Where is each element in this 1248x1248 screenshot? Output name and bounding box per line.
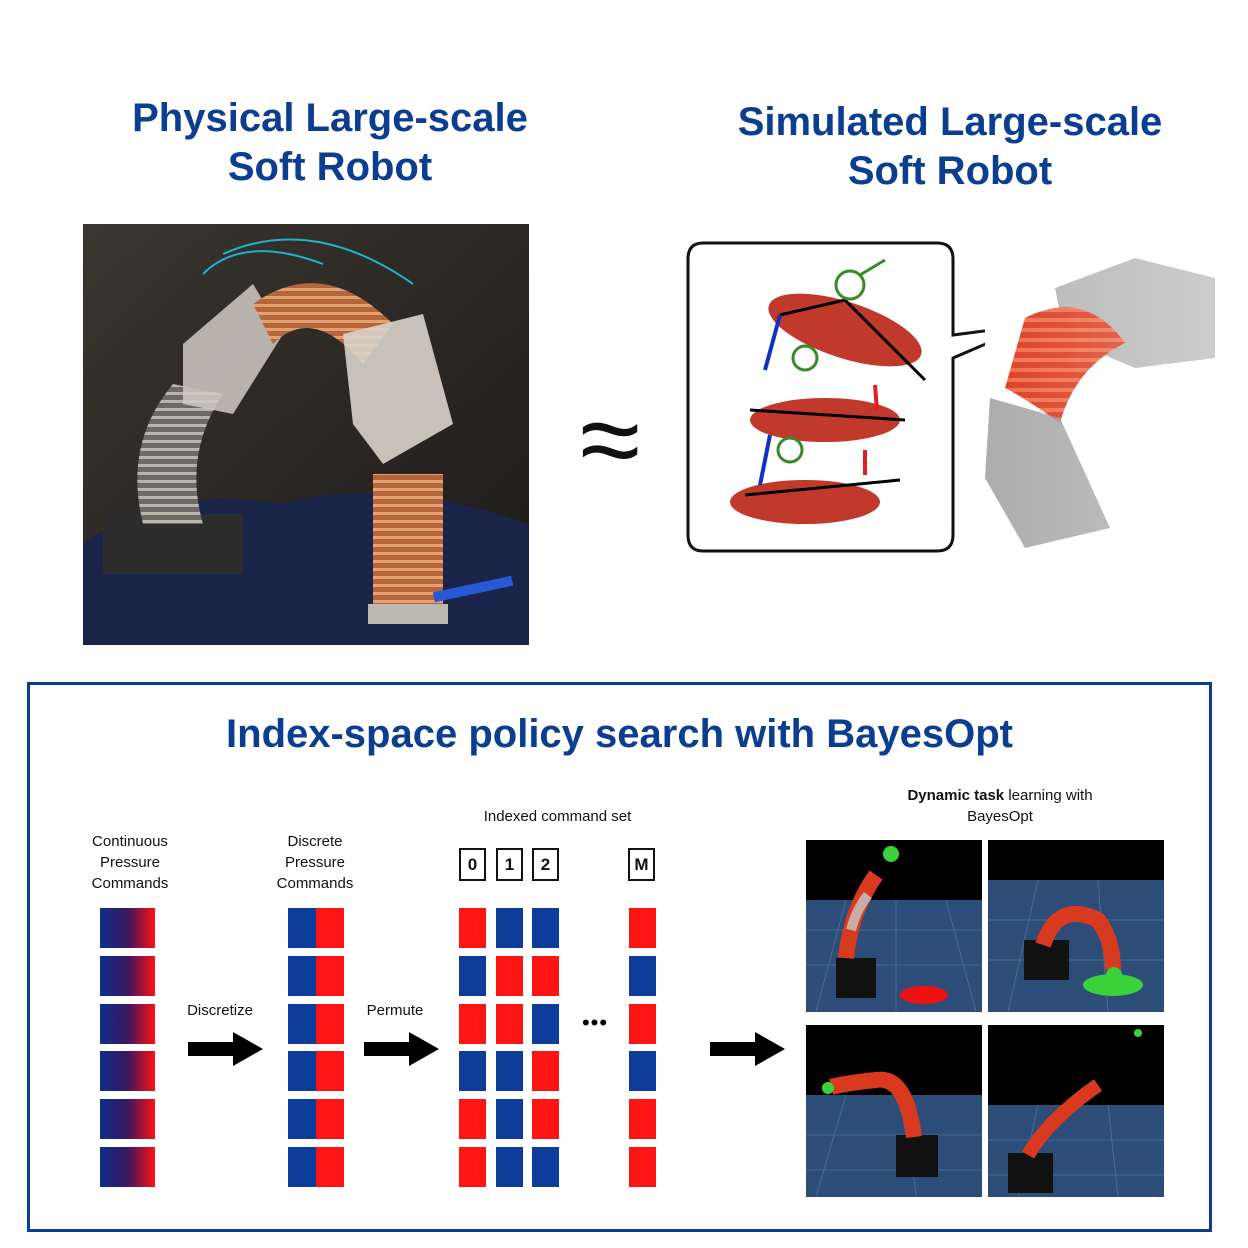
sim-thumbnail-4 — [988, 1025, 1164, 1197]
discrete-cell — [316, 956, 344, 996]
index-cell — [496, 1099, 523, 1139]
simulation-callout — [686, 241, 985, 553]
discrete-cell — [288, 1051, 316, 1091]
physical-title-line2: Soft Robot — [227, 144, 433, 189]
discrete-cell — [316, 908, 344, 948]
index-column-m — [629, 908, 656, 1190]
index-label-m: M — [628, 848, 655, 881]
index-label-1: 1 — [496, 848, 523, 881]
index-cell — [496, 1051, 523, 1091]
index-cell — [459, 1051, 486, 1091]
discrete-cell — [316, 1004, 344, 1044]
continuous-cell — [100, 1147, 155, 1187]
index-cell — [496, 908, 523, 948]
discrete-cell — [316, 1051, 344, 1091]
arrow-icon — [710, 1032, 785, 1066]
sim-thumbnail-3 — [806, 1025, 982, 1197]
continuous-cell — [100, 1099, 155, 1139]
index-cell — [532, 1051, 559, 1091]
arrow-icon — [364, 1032, 439, 1066]
discrete-cell — [288, 956, 316, 996]
index-cell — [532, 1004, 559, 1044]
approx-symbol: ≈ — [579, 378, 641, 501]
index-cell — [459, 908, 486, 948]
dynamic-task-line2: BayesOpt — [967, 808, 1033, 825]
physical-robot-drawing — [83, 224, 529, 645]
simulated-title-line2: Soft Robot — [847, 148, 1053, 193]
discrete-cell — [288, 908, 316, 948]
continuous-commands-label: Continuous Pressure Commands — [70, 831, 190, 894]
simulated-robot-render — [965, 248, 1220, 558]
index-cell — [629, 908, 656, 948]
discrete-cell — [288, 1099, 316, 1139]
sim-thumbnail-2 — [988, 840, 1164, 1012]
index-cell — [532, 908, 559, 948]
index-cell — [629, 1051, 656, 1091]
index-cell — [629, 956, 656, 996]
index-cell — [459, 1099, 486, 1139]
simulated-robot-title: Simulated Large-scale Soft Robot — [700, 98, 1200, 196]
discrete-cell — [316, 1147, 344, 1187]
continuous-cell — [100, 1004, 155, 1044]
discrete-label-line1: Discrete — [287, 833, 343, 850]
continuous-label-line2: Pressure — [99, 854, 161, 871]
continuous-label-line1: Continuous — [92, 833, 168, 850]
discrete-label-line3: Commands — [276, 875, 354, 892]
discrete-cell — [288, 1147, 316, 1187]
disc-stack — [730, 258, 927, 524]
index-column-1 — [496, 908, 523, 1190]
discrete-cell — [288, 1004, 316, 1044]
discrete-label-line2: Pressure — [284, 854, 346, 871]
index-cell — [496, 1004, 523, 1044]
continuous-cell — [100, 1051, 155, 1091]
index-cell — [532, 956, 559, 996]
index-cell — [459, 956, 486, 996]
index-cell — [532, 1147, 559, 1187]
index-cell — [496, 1147, 523, 1187]
index-label-2: 2 — [532, 848, 559, 881]
index-cell — [629, 1147, 656, 1187]
index-column-2 — [532, 908, 559, 1190]
physical-robot-photo — [83, 224, 529, 645]
index-cell — [532, 1099, 559, 1139]
continuous-cell — [100, 956, 155, 996]
index-label-0: 0 — [459, 848, 486, 881]
physical-robot-title: Physical Large-scale Soft Robot — [90, 94, 570, 192]
continuous-cell — [100, 908, 155, 948]
sim-thumbnail-1 — [806, 840, 982, 1012]
simulated-title-line1: Simulated Large-scale — [737, 100, 1163, 144]
discrete-commands-label: Discrete Pressure Commands — [255, 831, 375, 894]
arrow-icon — [188, 1032, 263, 1066]
discrete-cell — [316, 1099, 344, 1139]
discrete-column — [288, 908, 344, 1190]
index-cell — [496, 956, 523, 996]
discretize-label: Discretize — [187, 1002, 253, 1019]
continuous-column — [100, 908, 155, 1190]
policy-search-title: Index-space policy search with BayesOpt — [226, 712, 1013, 756]
index-cell — [459, 1004, 486, 1044]
index-column-0 — [459, 908, 486, 1190]
permute-label: Permute — [366, 1002, 424, 1019]
policy-search-panel — [27, 682, 1212, 1232]
dynamic-task-bold: Dynamic task — [907, 787, 1005, 804]
index-cell — [629, 1099, 656, 1139]
continuous-label-line3: Commands — [91, 875, 169, 892]
indexed-command-set-label: Indexed command set — [483, 808, 632, 825]
index-cell — [459, 1147, 486, 1187]
index-cell — [629, 1004, 656, 1044]
physical-title-line1: Physical Large-scale — [132, 96, 528, 140]
ellipsis: ••• — [581, 1010, 609, 1035]
dynamic-task-rest: learning with — [1004, 787, 1093, 804]
dynamic-task-line1: Dynamic task learning with — [880, 785, 1120, 806]
dynamic-task-label: Dynamic task learning with BayesOpt — [880, 785, 1120, 827]
